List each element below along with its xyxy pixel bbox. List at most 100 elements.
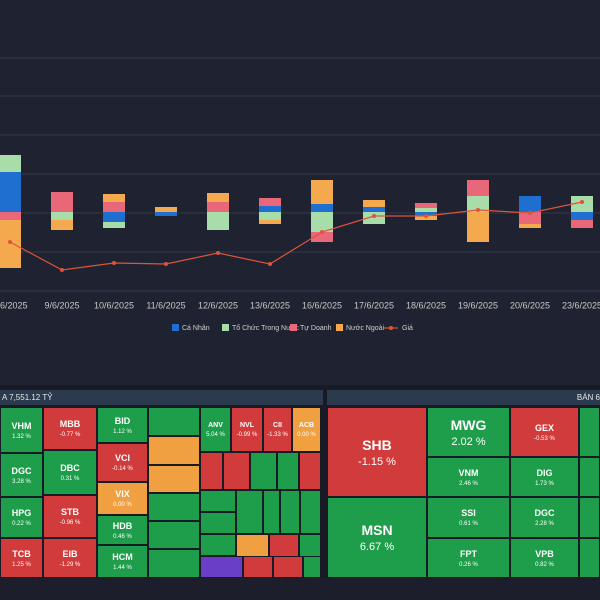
tile-label: SSI [461,508,476,518]
tile-change: 0.82 % [535,561,554,568]
tile[interactable]: ANV 5.04 % [200,407,231,452]
tile-change: 0.00 % [113,502,132,508]
tile[interactable]: DGC 3.28 % [0,453,43,497]
tile[interactable]: TCB 1.25 % [0,538,43,578]
bar-segment [0,172,21,212]
tile-label: MBB [59,419,81,429]
price-point [320,230,324,234]
tile[interactable]: VNM 2.46 % [427,457,510,497]
tile-change: -0.14 % [112,466,133,472]
tile-change: 1.73 % [535,480,554,487]
tile-change: -0.77 % [59,432,81,438]
tile[interactable] [148,465,200,493]
tile-label: SHB [362,436,392,453]
tile[interactable]: DIG 1.73 % [510,457,579,497]
tile[interactable] [579,407,600,457]
tile-label: DBC [60,463,80,473]
tile[interactable] [299,534,321,558]
legend-swatch [290,324,297,331]
tile-change: -0.96 % [59,520,81,526]
tile-label: VIX [115,489,130,499]
price-point [528,211,532,215]
tile-label: MWG [450,416,487,433]
tile[interactable] [148,521,200,549]
panel-title: A 7,551.12 TỶ [0,390,323,405]
tile[interactable]: MBB -0.77 % [43,407,97,450]
bar-segment [311,180,333,204]
tile[interactable] [263,490,280,534]
left-treemap: A 7,551.12 TỶ VHM 1.32 % DGC 3.28 % HPG 0.22 … [0,390,323,578]
tile[interactable] [200,512,236,534]
tile-label: VHM [11,420,32,431]
tile[interactable] [148,436,200,465]
tile[interactable]: HDB 0.46 % [97,515,148,545]
tile-label: ANV [208,421,223,429]
tile[interactable] [273,556,303,578]
tile[interactable] [277,452,299,490]
tile[interactable] [200,490,236,512]
legend-dot [389,326,393,330]
tile[interactable]: SHB -1.15 % [327,407,427,497]
tile[interactable] [236,534,269,558]
x-tick-label: 9/6/2025 [44,300,79,310]
legend-swatch [336,324,343,331]
tile[interactable] [299,452,321,490]
bar-segment [103,212,125,222]
price-point [580,200,584,204]
tile[interactable]: VPB 0.82 % [510,538,579,578]
tile[interactable]: MSN 6.67 % [327,497,427,578]
bar-segment [519,212,541,224]
tile[interactable] [200,452,223,490]
tile[interactable]: FPT 0.26 % [427,538,510,578]
footer [0,578,600,600]
price-point [164,262,168,266]
chart: 6/6/2025 9/6/2025 10/6/2025 11/6/2025 12/6/2… [0,57,600,332]
tile[interactable]: MWG 2.02 % [427,407,510,457]
tile-change: 1.44 % [113,565,132,571]
tile[interactable] [148,407,200,436]
tile[interactable] [148,549,200,578]
tile[interactable]: SSI 0.61 % [427,497,510,538]
bar-segment [415,203,437,208]
tile[interactable] [243,556,273,578]
bar-segment [467,212,489,242]
tile-label: ACB [298,421,315,429]
bar-segment [207,202,229,212]
tile[interactable]: HPG 0.22 % [0,497,43,538]
tile[interactable]: DGC 2.28 % [510,497,579,538]
bar-segment [363,200,385,207]
bar-segment [519,224,541,228]
tile[interactable] [200,556,243,578]
tile[interactable]: HCM 1.44 % [97,545,148,578]
tile-label: VNM [458,467,479,478]
tile[interactable] [579,538,600,578]
bar-segment [259,198,281,206]
tile[interactable]: BID 1.12 % [97,407,148,443]
tile[interactable] [250,452,277,490]
tile[interactable] [579,497,600,538]
tile[interactable] [303,556,321,578]
tile-label: STB [61,507,79,517]
tile[interactable]: STB -0.96 % [43,495,97,538]
tile[interactable]: EIB -1.29 % [43,538,97,578]
tile[interactable]: NVL -0.99 % [231,407,263,452]
tile-change: 2.02 % [451,435,486,448]
tile[interactable]: DBC 0.31 % [43,450,97,495]
tile[interactable] [579,457,600,497]
price-point [476,208,480,212]
tile[interactable]: VIX 0.00 % [97,482,148,515]
bar-segment [363,207,385,212]
tile[interactable] [280,490,300,534]
tile[interactable] [236,490,263,534]
tile[interactable]: GEX -0.53 % [510,407,579,457]
tile[interactable] [148,493,200,521]
tile[interactable]: ACB 0.00 % [292,407,321,452]
tile[interactable] [269,534,299,558]
tile[interactable]: VHM 1.32 % [0,407,43,453]
tile[interactable] [223,452,250,490]
tile[interactable] [300,490,321,534]
tile[interactable] [200,534,236,556]
tile[interactable]: CII -1.33 % [263,407,292,452]
tile[interactable]: VCI -0.14 % [97,443,148,482]
tile-label: FPT [460,548,477,559]
